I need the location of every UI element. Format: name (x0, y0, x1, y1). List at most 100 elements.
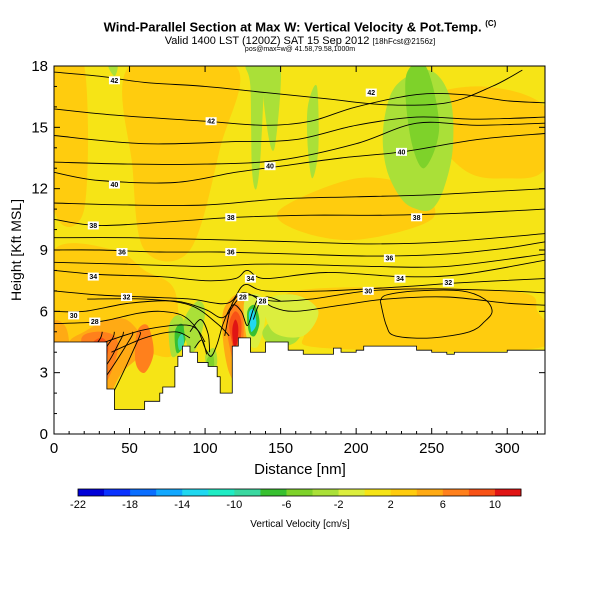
colorbar-swatch (416, 489, 444, 496)
chart-title: Wind-Parallel Section at Max W: Vertical… (0, 19, 600, 34)
isentrope-label: 28 (239, 295, 247, 302)
colorbar-swatch (364, 489, 392, 496)
velocity-patch (261, 66, 281, 151)
velocity-patch (108, 66, 118, 77)
isentrope-label: 38 (227, 215, 235, 222)
isentrope-label: 28 (259, 299, 267, 306)
colorbar-tick-label: -14 (174, 499, 190, 511)
y-tick-label: 0 (40, 426, 48, 443)
isentrope-line (224, 292, 263, 336)
colorbar-swatch (130, 489, 157, 496)
isentrope-label: 38 (413, 215, 421, 222)
x-axis-label: Distance [nm] (254, 461, 346, 478)
position-line: pos@max=w@ 41.58,79.58,1000m (244, 46, 356, 53)
isentrope-label-bg (365, 88, 377, 97)
isentrope-label: 42 (207, 119, 215, 126)
isentrope-line (54, 116, 545, 145)
isentrope-line (189, 319, 211, 353)
isentrope-label-bg (442, 278, 454, 287)
colorbar-tick-label: -22 (70, 499, 86, 511)
forecast-suffix: [18hFcst@2156z] (372, 37, 436, 46)
isentrope-label-bg (205, 117, 217, 126)
isentrope-line (54, 188, 545, 206)
colorbar-swatch (494, 489, 522, 496)
velocity-patch (248, 308, 257, 332)
velocity-fill-layer (54, 66, 545, 398)
isentrope-line (194, 339, 208, 355)
colorbar-swatch (156, 489, 183, 496)
isentrope-label-bg (108, 76, 120, 85)
isentrope-label: 34 (396, 276, 404, 283)
colorbar-swatch (208, 489, 235, 496)
colorbar-swatch (338, 489, 366, 496)
velocity-patch (281, 286, 545, 352)
isentrope-label: 30 (70, 313, 78, 320)
isentrope-line (54, 233, 545, 245)
terrain-layer (54, 337, 545, 434)
x-tick-label: 0 (50, 440, 58, 457)
x-tick-label: 200 (344, 440, 369, 457)
valid-time-line: Valid 1400 LST (1200Z) SAT 15 Sep 2012 [… (0, 35, 600, 47)
x-tick-label: 150 (268, 440, 293, 457)
y-tick-label: 6 (40, 303, 48, 320)
velocity-patch (183, 300, 206, 354)
colorbar-swatch (468, 489, 496, 496)
isentrope-line (54, 121, 545, 165)
isentrope-label: 34 (89, 274, 97, 281)
y-axis-label: Height [Kft MSL] (8, 199, 24, 301)
isentrope-label: 32 (444, 280, 452, 287)
isentrope-label-bg (411, 213, 423, 222)
x-tick-label: 300 (495, 440, 520, 457)
y-tick-label: 18 (31, 58, 48, 75)
terrain-profile (54, 337, 545, 434)
isentrope-line (54, 133, 545, 184)
isentrope-label-bg (89, 317, 101, 326)
colorbar-swatch (78, 489, 105, 496)
x-tick-label: 250 (419, 440, 444, 457)
isentrope-label-bg (237, 293, 249, 302)
isentrope-label: 32 (123, 295, 131, 302)
colorbar-swatch (286, 489, 313, 496)
isentrope-line (54, 278, 545, 305)
isentrope-label: 34 (247, 276, 255, 283)
y-tick-label: 12 (31, 181, 48, 198)
isentrope-line (99, 324, 206, 345)
velocity-patch (264, 294, 319, 338)
isentrope-label: 36 (227, 250, 235, 257)
velocity-patch (122, 66, 241, 262)
isentrope-line (54, 208, 545, 226)
isentrope-label-bg (362, 286, 374, 295)
isentrope-label-bg (121, 293, 133, 302)
isentrope-label-bg (225, 248, 237, 257)
colorbar-tick-label: -18 (122, 499, 138, 511)
colorbar-swatch (104, 489, 131, 496)
isentrope-label: 36 (385, 256, 393, 263)
copyright-mark: (C) (485, 19, 497, 28)
colorbar-swatch (390, 489, 418, 496)
isentrope-line (54, 296, 545, 357)
isentrope-label: 40 (398, 149, 406, 156)
colorbar-tick-label: -6 (282, 499, 292, 511)
colorbar-tick-label: -2 (334, 499, 344, 511)
colorbar-label: Vertical Velocity [cm/s] (250, 519, 350, 530)
isentrope-label-bg (116, 248, 128, 257)
colorbar-tick-label: 2 (388, 499, 394, 511)
isentrope-label-bg (108, 180, 120, 189)
colorbar-swatch (182, 489, 209, 496)
isentrope-label-bg (87, 221, 99, 230)
x-tick-label: 50 (121, 440, 138, 457)
isentrope-label-bg (264, 162, 276, 171)
isentrope-label: 36 (118, 250, 126, 257)
colorbar-swatch (234, 489, 261, 496)
valid-time-text: Valid 1400 LST (1200Z) SAT 15 Sep 2012 (164, 35, 370, 47)
isentrope-label: 40 (111, 182, 119, 189)
isentrope-label-bg (244, 274, 256, 283)
velocity-patch (232, 319, 239, 348)
isentrope-label-bg (87, 272, 99, 281)
colorbar-tick-label: -10 (226, 499, 242, 511)
y-tick-label: 9 (40, 242, 48, 259)
